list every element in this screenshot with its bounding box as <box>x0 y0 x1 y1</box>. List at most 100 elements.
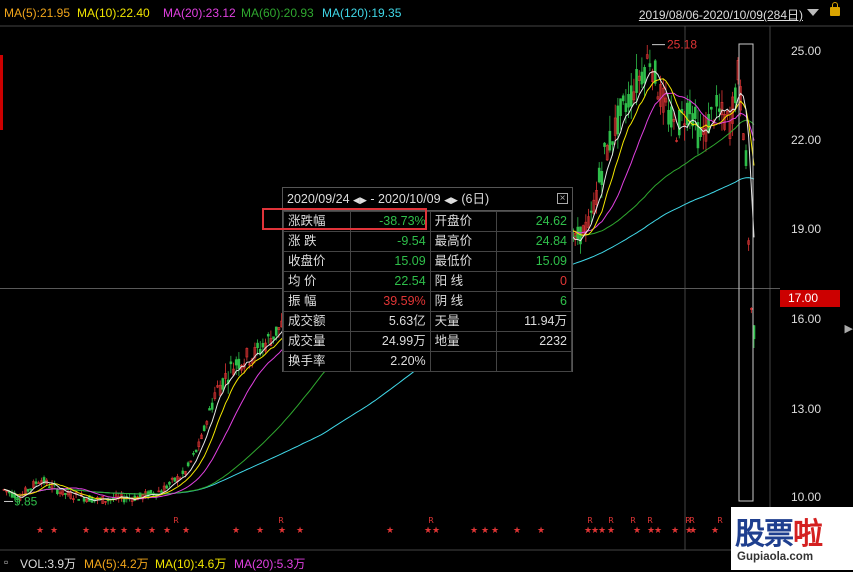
chevron-right-icon[interactable]: ▶ <box>844 323 853 335</box>
candle-body <box>16 498 19 501</box>
signal-star: ★ <box>134 526 142 536</box>
signal-r: R <box>608 516 614 525</box>
candle-body <box>635 69 638 93</box>
panel-day-count: (6日) <box>461 192 490 206</box>
candle-body <box>696 122 700 149</box>
candle-body <box>205 421 209 425</box>
candle-body <box>248 363 251 366</box>
candle-body <box>693 106 697 119</box>
chevron-down-icon[interactable] <box>807 9 819 16</box>
signal-star: ★ <box>232 526 240 536</box>
candle-body <box>194 449 198 453</box>
candle-body <box>669 106 673 128</box>
y-tick: 10.00 <box>790 490 821 504</box>
candle-body <box>165 485 169 489</box>
candle-body <box>253 347 257 359</box>
stats-row: 换手率 2.20% <box>283 351 572 372</box>
candle-body <box>10 491 14 498</box>
candle-body <box>688 100 692 115</box>
date-range-selector[interactable]: 2019/08/06-2020/10/09(284日) <box>638 8 803 22</box>
ma120-label: MA(120):19.35 <box>322 6 402 20</box>
panel-date-from: 2020/09/24 <box>287 192 350 206</box>
candle-body <box>272 336 275 340</box>
candle-body <box>197 441 201 448</box>
signal-star: ★ <box>513 526 521 536</box>
stat-key <box>429 351 498 372</box>
signal-r: R <box>173 516 179 525</box>
candle-body <box>5 490 8 493</box>
close-icon[interactable]: × <box>557 193 568 204</box>
candle-body <box>168 481 171 485</box>
candle-body <box>210 402 214 410</box>
candle-body <box>597 167 601 183</box>
stat-key: 振 幅 <box>283 291 351 312</box>
candle-body <box>58 491 62 494</box>
candle-body <box>42 477 46 484</box>
candle-body <box>224 373 227 379</box>
stat-key: 涨 跌 <box>283 231 351 252</box>
candle-body <box>587 216 590 229</box>
stat-key: 涨跌幅 <box>283 211 351 232</box>
date-step-icon[interactable]: ◀▶ <box>353 195 367 205</box>
candle-body <box>173 477 177 482</box>
candle-body <box>616 105 620 135</box>
stat-value: 22.54 <box>349 271 431 292</box>
y-tick: 22.00 <box>790 133 821 147</box>
date-step-icon[interactable]: ◀▶ <box>444 195 458 205</box>
candle-body <box>661 87 665 113</box>
candle-body <box>685 102 689 126</box>
stat-key: 天量 <box>429 311 498 332</box>
candle-body <box>651 70 654 82</box>
stat-value: 39.59% <box>349 291 431 312</box>
signal-star: ★ <box>432 526 440 536</box>
signal-star: ★ <box>148 526 156 536</box>
stats-table: 涨跌幅 -38.73% 开盘价 24.62 涨 跌 -9.54 最高价 24.84 收盘价 15.… <box>283 211 572 372</box>
signal-star: ★ <box>296 526 304 536</box>
candle-body <box>146 491 150 498</box>
stat-value <box>496 351 572 372</box>
candle-body <box>621 95 625 102</box>
stat-value: -38.73% <box>349 211 431 232</box>
candle-body <box>611 141 614 145</box>
candle-body <box>677 110 681 136</box>
candle-body <box>189 460 193 463</box>
stat-value: 2232 <box>496 331 572 352</box>
lock-icon[interactable] <box>830 2 840 16</box>
candle-body <box>82 497 86 502</box>
signal-star: ★ <box>50 526 58 536</box>
candle-body <box>589 210 593 213</box>
current-price-tag: 17.00 <box>780 290 840 307</box>
candle-body <box>56 488 59 495</box>
candle-body <box>744 150 748 166</box>
candle-body <box>184 471 187 475</box>
signal-star: ★ <box>182 526 190 536</box>
left-marker <box>0 55 3 130</box>
signal-star: ★ <box>591 526 599 536</box>
stat-key: 开盘价 <box>429 211 498 232</box>
stat-value: 24.99万 <box>349 331 431 352</box>
candle-body <box>742 133 745 141</box>
candle-body <box>643 67 646 84</box>
watermark-text-b: 啦 <box>793 517 823 552</box>
ma5-label: MA(5):21.95 <box>4 6 71 20</box>
signal-star: ★ <box>537 526 545 536</box>
signal-star: ★ <box>607 526 615 536</box>
signal-r: R <box>647 516 653 525</box>
highlight-box <box>262 208 427 230</box>
signal-r: R <box>717 516 723 525</box>
signal-r: R <box>630 516 636 525</box>
y-tick: 13.00 <box>790 402 821 416</box>
stat-value: -9.54 <box>349 231 431 252</box>
collapse-icon[interactable]: ▫ <box>4 555 9 569</box>
indicator-bar: MA(5):21.95 MA(10):22.40 MA(20):23.12 MA… <box>0 0 853 26</box>
candle-body <box>675 140 678 142</box>
candle-body <box>672 118 676 122</box>
candle-body <box>37 482 40 485</box>
signal-star: ★ <box>82 526 90 536</box>
candle-body <box>200 434 203 440</box>
signal-r: R <box>689 516 695 525</box>
signal-star: ★ <box>470 526 478 536</box>
candle-body <box>34 481 38 484</box>
stats-row: 成交量 24.99万 地量 2232 <box>283 331 572 352</box>
